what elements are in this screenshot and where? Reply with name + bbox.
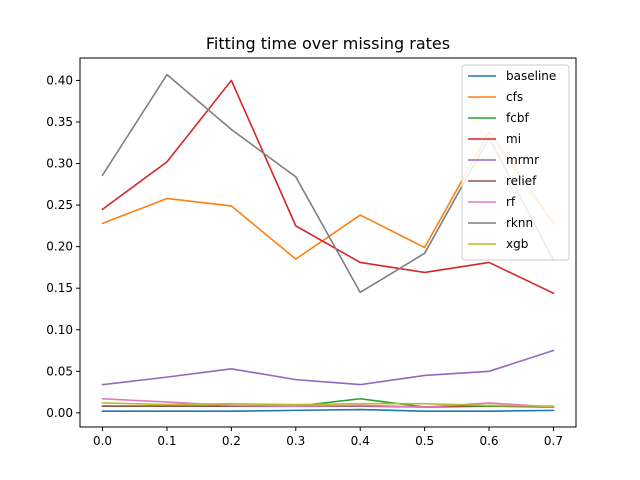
y-tick-label: 0.40 xyxy=(46,73,73,87)
x-tick-label: 0.3 xyxy=(286,434,305,448)
y-tick-label: 0.00 xyxy=(46,406,73,420)
legend-label-rf: rf xyxy=(506,195,516,209)
legend-label-rknn: rknn xyxy=(506,216,533,230)
y-tick-label: 0.15 xyxy=(46,281,73,295)
legend-label-mrmr: mrmr xyxy=(506,153,539,167)
series-line-rf xyxy=(101,397,555,408)
y-tick-label: 0.30 xyxy=(46,157,73,171)
x-tick-label: 0.1 xyxy=(157,434,176,448)
x-tick-label: 0.5 xyxy=(415,434,434,448)
x-tick-label: 0.2 xyxy=(222,434,241,448)
legend-label-fcbf: fcbf xyxy=(506,111,529,125)
series-line-mrmr xyxy=(101,349,555,386)
legend-label-xgb: xgb xyxy=(506,237,528,251)
y-tick-label: 0.35 xyxy=(46,115,73,129)
y-tick-label: 0.20 xyxy=(46,240,73,254)
series-line-baseline xyxy=(101,408,555,413)
x-tick-label: 0.7 xyxy=(544,434,563,448)
y-tick-label: 0.10 xyxy=(46,323,73,337)
plot-frame xyxy=(79,57,577,428)
legend-label-baseline: baseline xyxy=(506,69,556,83)
series-line-mi xyxy=(101,79,555,295)
series-line-xgb xyxy=(101,402,555,408)
legend-label-mi: mi xyxy=(506,132,521,146)
legend: baseline cfs fcbf mi mrmr relief rf rknn xgb xyxy=(461,64,570,261)
x-tick-label: 0.4 xyxy=(351,434,370,448)
y-axis: 0.00 0.05 0.10 0.15 0.20 0.25 0.30 0.35 0.40 xyxy=(46,73,80,420)
x-axis: 0.0 0.1 0.2 0.3 0.4 0.5 0.6 0.7 xyxy=(93,427,563,448)
legend-label-cfs: cfs xyxy=(506,90,523,104)
y-tick-label: 0.05 xyxy=(46,364,73,378)
x-tick-label: 0.0 xyxy=(93,434,112,448)
y-tick-label: 0.25 xyxy=(46,198,73,212)
legend-box xyxy=(461,64,570,261)
legend-label-relief: relief xyxy=(506,174,537,188)
x-tick-label: 0.6 xyxy=(479,434,498,448)
chart-title: Fitting time over missing rates xyxy=(206,34,450,53)
